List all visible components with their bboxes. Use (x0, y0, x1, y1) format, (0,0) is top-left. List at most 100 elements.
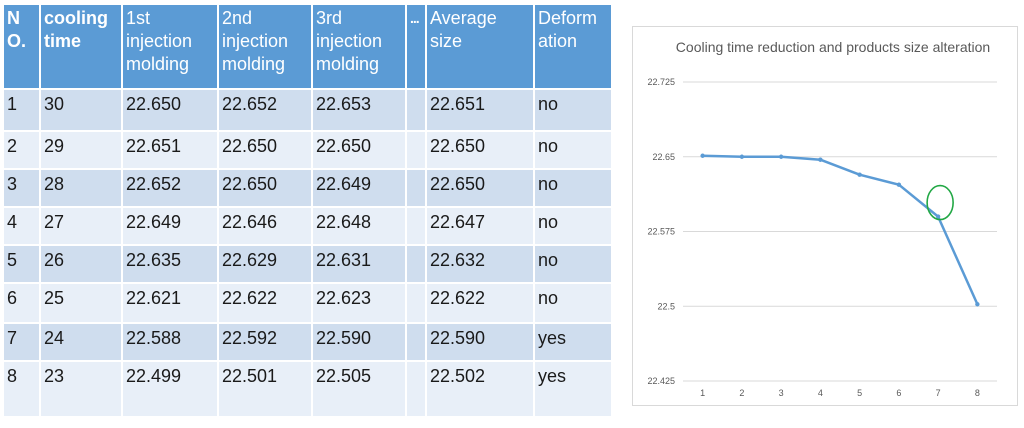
cell-third-injection: 22.650 (312, 131, 407, 170)
header-average-size: Average size (426, 5, 535, 90)
cell-third-injection: 22.631 (312, 245, 407, 284)
cell-ellipsis (406, 323, 427, 362)
header-cooling-time: cooling time (40, 5, 123, 90)
cell-average-size: 22.650 (426, 169, 535, 208)
cell-average-size: 22.590 (426, 323, 535, 362)
cell-third-injection: 22.649 (312, 169, 407, 208)
cell-average-size: 22.632 (426, 245, 535, 284)
cell-average-size: 22.647 (426, 207, 535, 246)
cell-deformation: no (534, 245, 613, 284)
cell-deformation: no (534, 131, 613, 170)
cell-cooling-time: 23 (40, 361, 123, 418)
y-tick-label: 22.575 (647, 227, 675, 237)
table-row: 2 29 22.651 22.650 22.650 22.650 no (4, 131, 613, 170)
cell-deformation: no (534, 89, 613, 132)
x-tick-label: 1 (700, 388, 705, 398)
cell-third-injection: 22.623 (312, 283, 407, 324)
cell-cooling-time: 25 (40, 283, 123, 324)
data-point (975, 302, 980, 307)
table-row: 6 25 22.621 22.622 22.623 22.622 no (4, 283, 613, 324)
cell-first-injection: 22.621 (122, 283, 219, 324)
header-1st-injection: 1st injection molding (122, 5, 219, 90)
cell-deformation: yes (534, 323, 613, 362)
cell-first-injection: 22.499 (122, 361, 219, 418)
cell-no: 1 (4, 89, 41, 132)
y-tick-label: 22.425 (647, 376, 675, 386)
line-chart: Cooling time reduction and products size… (632, 26, 1018, 406)
cell-deformation: no (534, 207, 613, 246)
header-deformation: Deform ation (534, 5, 613, 90)
cell-second-injection: 22.501 (218, 361, 313, 418)
table-row: 8 23 22.499 22.501 22.505 22.502 yes (4, 361, 613, 418)
data-point (739, 154, 745, 159)
table-row: 5 26 22.635 22.629 22.631 22.632 no (4, 245, 613, 284)
chart-plot-area: 22.725 22.65 22.575 22.5 22.425 1 2 3 4 5 6 7 8 (647, 77, 997, 398)
cell-third-injection: 22.648 (312, 207, 407, 246)
cell-no: 3 (4, 169, 41, 208)
y-tick-label: 22.65 (652, 152, 675, 162)
cell-cooling-time: 27 (40, 207, 123, 246)
cell-cooling-time: 26 (40, 245, 123, 284)
cell-cooling-time: 29 (40, 131, 123, 170)
data-point (778, 154, 784, 159)
series-line (702, 154, 979, 305)
x-tick-label: 6 (896, 388, 901, 398)
cell-third-injection: 22.505 (312, 361, 407, 418)
x-tick-label: 8 (975, 388, 980, 398)
cell-ellipsis (406, 169, 427, 208)
cell-ellipsis (406, 89, 427, 132)
table-row: 7 24 22.588 22.592 22.590 22.590 yes (4, 323, 613, 362)
cell-third-injection: 22.590 (312, 323, 407, 362)
cell-second-injection: 22.629 (218, 245, 313, 284)
x-tick-label: 7 (936, 388, 941, 398)
cell-first-injection: 22.651 (122, 131, 219, 170)
cell-ellipsis (406, 207, 427, 246)
x-tick-label: 2 (739, 388, 744, 398)
cell-no: 2 (4, 131, 41, 170)
cell-second-injection: 22.592 (218, 323, 313, 362)
y-tick-label: 22.5 (657, 301, 675, 311)
cell-ellipsis (406, 131, 427, 170)
cell-deformation: no (534, 169, 613, 208)
data-point (935, 214, 941, 219)
cell-average-size: 22.622 (426, 283, 535, 324)
table-row: 1 30 22.650 22.652 22.653 22.651 no (4, 89, 613, 132)
cell-average-size: 22.502 (426, 361, 535, 418)
header-2nd-injection: 2nd injection molding (218, 5, 313, 90)
header-no: N O. (4, 5, 41, 90)
x-tick-label: 3 (779, 388, 784, 398)
data-point (700, 153, 705, 158)
table-row: 4 27 22.649 22.646 22.648 22.647 no (4, 207, 613, 246)
cell-first-injection: 22.650 (122, 89, 219, 132)
cell-ellipsis (406, 361, 427, 418)
cell-first-injection: 22.635 (122, 245, 219, 284)
cell-ellipsis (406, 245, 427, 284)
cell-cooling-time: 28 (40, 169, 123, 208)
cell-first-injection: 22.649 (122, 207, 219, 246)
cell-no: 5 (4, 245, 41, 284)
cell-ellipsis (406, 283, 427, 324)
header-ellipsis: ... (406, 5, 427, 90)
data-point (896, 182, 902, 187)
cell-average-size: 22.650 (426, 131, 535, 170)
highlight-circle (926, 184, 954, 221)
x-tick-label: 4 (818, 388, 823, 398)
cell-no: 8 (4, 361, 41, 418)
chart-title: Cooling time reduction and products size… (675, 39, 991, 55)
cell-second-injection: 22.646 (218, 207, 313, 246)
cell-deformation: yes (534, 361, 613, 418)
data-point (857, 172, 862, 177)
header-3rd-injection: 3rd injection molding (312, 5, 407, 90)
cell-third-injection: 22.653 (312, 89, 407, 132)
cell-second-injection: 22.652 (218, 89, 313, 132)
cell-no: 7 (4, 323, 41, 362)
cell-no: 6 (4, 283, 41, 324)
cell-second-injection: 22.622 (218, 283, 313, 324)
cell-second-injection: 22.650 (218, 131, 313, 170)
x-tick-label: 5 (857, 388, 862, 398)
data-table-container: N O. cooling time 1st injection molding … (4, 5, 613, 423)
cell-average-size: 22.651 (426, 89, 535, 132)
cell-second-injection: 22.650 (218, 169, 313, 208)
table-header-row: N O. cooling time 1st injection molding … (4, 5, 613, 90)
table-row: 3 28 22.652 22.650 22.649 22.650 no (4, 169, 613, 208)
